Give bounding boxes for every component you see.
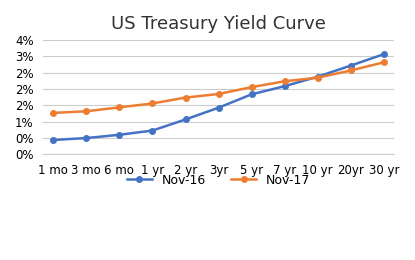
- Nov-17: [150, 102, 155, 105]
- Nov-17: [249, 86, 254, 89]
- Nov-16: [150, 129, 155, 132]
- Nov-17: [84, 110, 89, 113]
- Nov-16: [117, 133, 122, 136]
- Nov-17: [117, 106, 122, 109]
- Nov-17: [51, 111, 56, 114]
- Nov-16: [84, 136, 89, 140]
- Nov-17: [183, 96, 188, 99]
- Line: Nov-17: Nov-17: [51, 60, 387, 116]
- Nov-17: [315, 76, 320, 79]
- Title: US Treasury Yield Curve: US Treasury Yield Curve: [111, 15, 326, 33]
- Nov-16: [249, 93, 254, 96]
- Legend: Nov-16, Nov-17: Nov-16, Nov-17: [122, 168, 315, 192]
- Nov-16: [315, 75, 320, 78]
- Nov-16: [282, 84, 287, 88]
- Nov-16: [216, 106, 221, 109]
- Nov-16: [51, 138, 56, 141]
- Nov-17: [348, 69, 353, 72]
- Line: Nov-16: Nov-16: [51, 51, 387, 143]
- Nov-16: [348, 64, 353, 67]
- Nov-16: [183, 118, 188, 121]
- Nov-17: [381, 61, 386, 64]
- Nov-17: [216, 92, 221, 95]
- Nov-17: [282, 80, 287, 83]
- Nov-16: [381, 53, 386, 56]
